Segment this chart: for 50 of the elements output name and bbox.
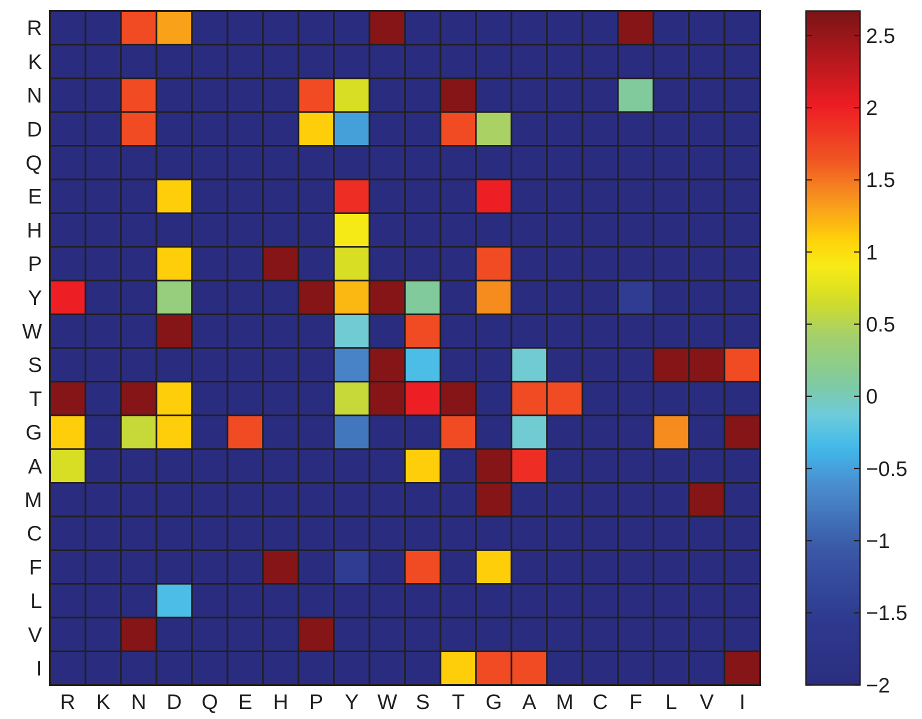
y-tick-label: F	[29, 556, 42, 580]
color-bar-label: −2	[866, 674, 890, 698]
y-tick-label: Y	[28, 286, 42, 310]
y-tick-label: C	[26, 522, 42, 546]
color-bar-label: 0.5	[866, 314, 896, 337]
x-tick-label: N	[131, 691, 146, 714]
x-tick-label: G	[486, 691, 502, 714]
y-tick-label: H	[26, 219, 42, 242]
y-tick-label: D	[26, 118, 42, 142]
x-tick-label: F	[629, 691, 642, 714]
x-tick-label: D	[166, 691, 182, 714]
x-tick-label: T	[452, 691, 465, 714]
x-tick-label: K	[96, 691, 110, 714]
y-tick-label: V	[28, 624, 42, 647]
y-tick-label: R	[26, 17, 42, 40]
color-bar-label: 2.5	[866, 24, 896, 48]
y-tick-label: Q	[26, 152, 42, 175]
x-tick-label: A	[522, 691, 536, 714]
x-tick-label: S	[416, 691, 430, 714]
y-tick-label: S	[28, 354, 42, 378]
x-tick-label: P	[309, 691, 324, 714]
color-bar-label: −0.5	[866, 458, 908, 481]
y-tick-label: I	[36, 658, 42, 680]
x-tick-label: V	[700, 691, 714, 714]
x-tick-label: I	[739, 691, 746, 714]
x-tick-label: R	[60, 691, 76, 714]
x-tick-label: C	[592, 691, 608, 714]
y-tick-label: T	[29, 388, 42, 411]
x-tick-label: H	[273, 691, 288, 714]
color-bar-label: 1	[866, 241, 878, 264]
x-tick-label: E	[238, 691, 252, 714]
color-bar-label: −1.5	[866, 602, 908, 626]
y-tick-label: G	[26, 422, 42, 445]
y-tick-label: A	[28, 455, 42, 478]
y-tick-label: M	[24, 489, 42, 512]
color-bar-label: −1	[866, 530, 890, 554]
y-tick-label: W	[22, 320, 42, 344]
x-tick-label: Y	[344, 691, 359, 714]
color-bar-label: 2	[866, 97, 878, 120]
x-tick-label: L	[665, 691, 678, 714]
y-tick-label: L	[30, 590, 42, 614]
y-tick-label: P	[28, 253, 42, 276]
color-bar-label: 0	[866, 386, 878, 409]
color-bar-label: 1.5	[866, 169, 896, 192]
x-tick-label: W	[377, 691, 398, 714]
x-tick-label: M	[556, 691, 574, 714]
y-tick-label: N	[26, 84, 42, 108]
x-tick-label: Q	[202, 691, 218, 714]
y-tick-label: K	[28, 50, 42, 74]
y-tick-label: E	[28, 186, 42, 209]
